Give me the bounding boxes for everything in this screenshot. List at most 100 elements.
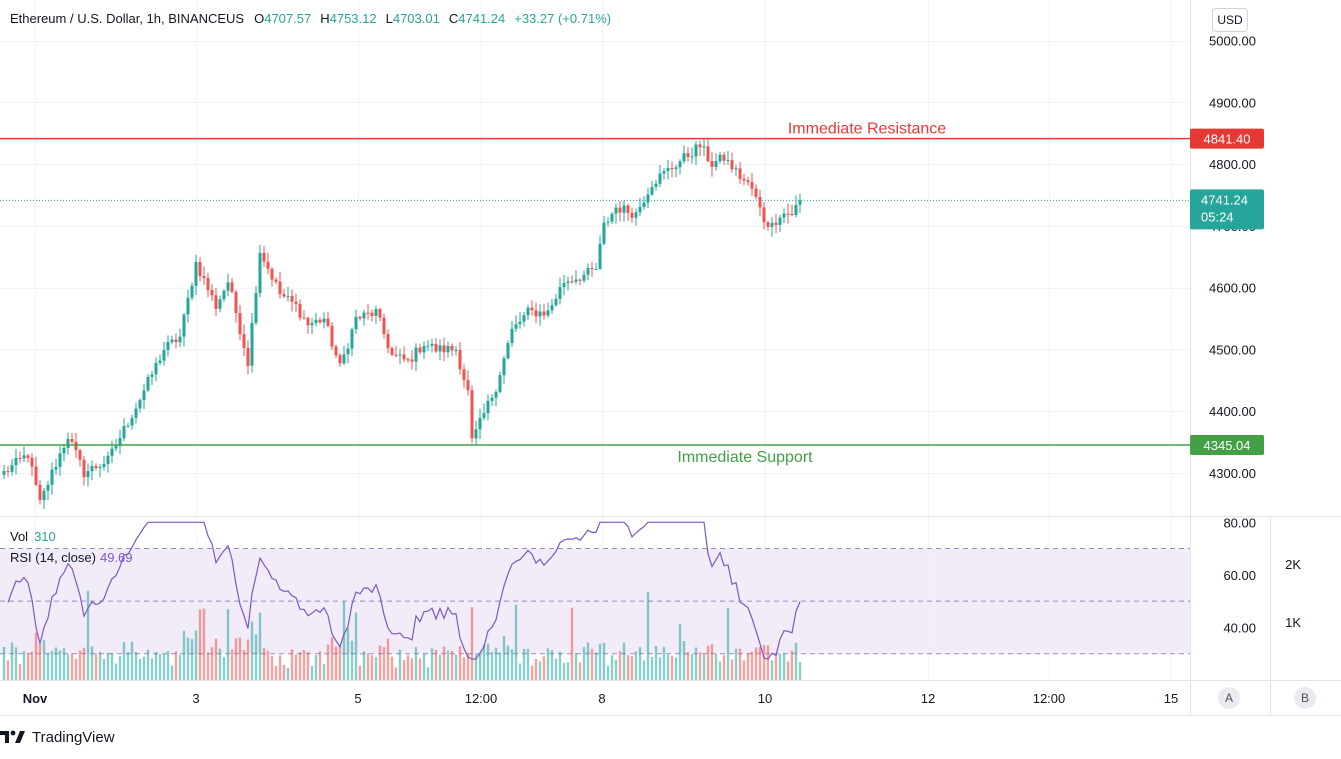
volume-bar (74, 658, 78, 680)
volume-bar (762, 645, 766, 680)
volume-bar (654, 646, 658, 680)
volume-legend[interactable]: Vol 310 (10, 529, 56, 544)
price-candles (2, 138, 802, 510)
volume-bar (370, 655, 374, 680)
candle-body (418, 347, 422, 353)
candle-body (686, 153, 690, 157)
candle-body (178, 336, 182, 343)
candle-body (358, 316, 362, 319)
volume-bar (686, 652, 690, 680)
volume-bar (378, 645, 382, 680)
time-axis[interactable]: Nov 3 5 12:00 8 10 12 12:00 15 (23, 691, 1179, 706)
candle-body (186, 297, 190, 315)
candle-body (766, 222, 770, 227)
volume-bar (82, 647, 86, 680)
open-value: 4707.57 (264, 11, 312, 26)
volume-bar (470, 607, 474, 680)
volume-bar (658, 657, 662, 680)
candle-body (254, 293, 258, 323)
candle-body (474, 429, 478, 439)
volume-bar (134, 651, 138, 680)
volume-bar (450, 650, 454, 680)
volume-bar (698, 652, 702, 680)
volume-bar (578, 662, 582, 680)
volume-bar (110, 653, 114, 680)
candle-body (658, 173, 662, 184)
candle-body (530, 307, 534, 311)
candle-body (10, 465, 14, 472)
candle-body (18, 458, 22, 460)
volume-bar (214, 638, 218, 680)
volume-bar (178, 654, 182, 680)
time-tick-label: Nov (23, 691, 48, 706)
candle-body (154, 362, 158, 375)
volume-bar (522, 648, 526, 680)
candle-body (374, 309, 378, 316)
tradingview-icon (0, 730, 25, 743)
volume-bar (534, 659, 538, 680)
candle-body (738, 168, 742, 179)
candle-body (102, 463, 106, 468)
candle-body (130, 417, 134, 426)
volume-tick-label: 1K (1285, 615, 1301, 630)
log-scale-button[interactable]: B (1294, 687, 1316, 709)
rsi-tick-label: 60.00 (1223, 568, 1256, 583)
volume-bar (766, 645, 770, 680)
candle-body (710, 161, 714, 167)
candle-body (506, 343, 510, 359)
volume-bar (594, 652, 598, 680)
candle-body (534, 310, 538, 317)
volume-bar (210, 647, 214, 680)
candle-body (378, 309, 382, 318)
candle-body (234, 291, 238, 314)
volume-bar (558, 651, 562, 680)
volume-bar (46, 653, 50, 680)
rsi-legend[interactable]: RSI (14, close) 49.69 (10, 550, 133, 565)
candle-body (630, 212, 634, 218)
candle-body (466, 380, 470, 391)
volume-bar (586, 642, 590, 680)
symbol-legend[interactable]: Ethereum / U.S. Dollar, 1h, BINANCEUS O47… (10, 11, 620, 26)
volume-tick-label: 2K (1285, 557, 1301, 572)
candle-body (86, 471, 90, 478)
volume-bar (734, 648, 738, 680)
volume-bar (118, 656, 122, 680)
candle-body (366, 312, 370, 314)
candle-body (422, 346, 426, 353)
volume-axis[interactable]: 1K 2K (1285, 557, 1301, 630)
volume-bar (614, 659, 618, 680)
volume-bar (542, 656, 546, 680)
rsi-tick-label: 40.00 (1223, 620, 1256, 635)
tradingview-logo[interactable]: TradingView (0, 728, 115, 746)
candle-body (206, 278, 210, 290)
volume-bar (42, 639, 46, 680)
candle-body (98, 467, 102, 469)
volume-bar (778, 653, 782, 680)
price-axis[interactable]: 4300.004400.004500.004600.004700.004800.… (1209, 34, 1256, 481)
rsi-axis[interactable]: 40.00 60.00 80.00 (1223, 515, 1256, 635)
candle-body (334, 346, 338, 356)
volume-bar (58, 650, 62, 680)
currency-button[interactable]: USD (1212, 8, 1248, 32)
auto-scale-button[interactable]: A (1218, 687, 1240, 709)
volume-bar (154, 652, 158, 680)
candle-body (562, 283, 566, 288)
volume-bar (618, 651, 622, 680)
change-value: +33.27 (+0.71%) (514, 11, 612, 26)
high-label: H (320, 11, 330, 26)
candle-body (22, 455, 26, 459)
candle-body (122, 426, 126, 439)
volume-bar (702, 654, 706, 680)
candle-body (30, 457, 34, 467)
volume-bar (662, 647, 666, 680)
volume-bar (742, 660, 746, 680)
candle-body (646, 194, 650, 203)
candle-body (394, 354, 398, 356)
volume-bar (786, 661, 790, 680)
volume-bar (234, 638, 238, 680)
volume-bar (50, 651, 54, 680)
level-price-tag (1190, 128, 1264, 149)
candle-body (62, 447, 66, 454)
volume-bar (474, 653, 478, 680)
